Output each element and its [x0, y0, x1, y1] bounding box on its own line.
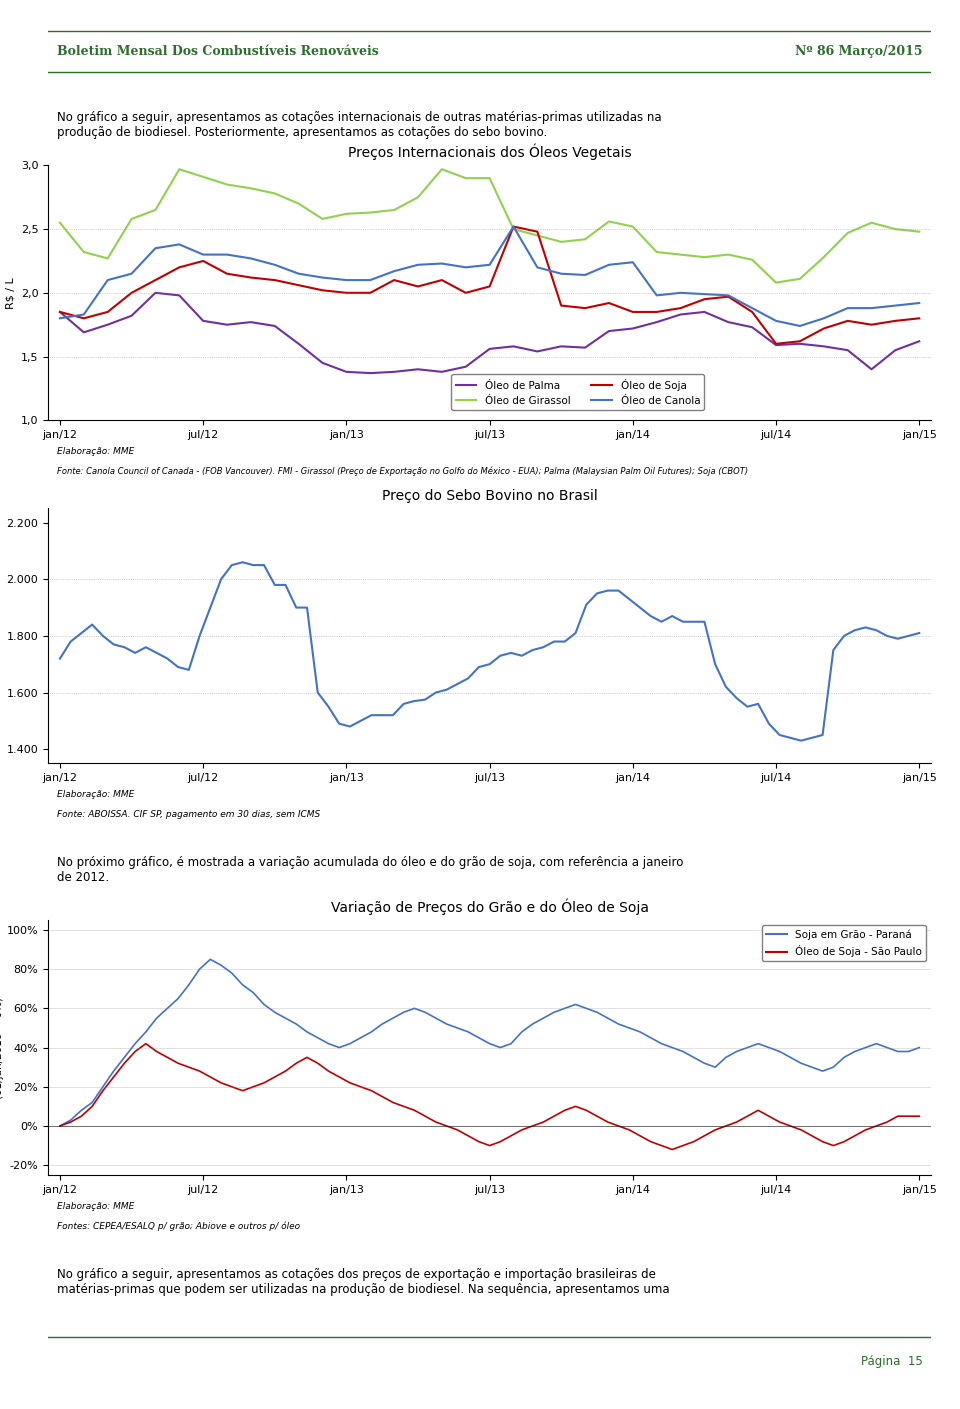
Text: Nº 86 Março/2015: Nº 86 Março/2015 — [795, 45, 923, 58]
Legend: Soja em Grão - Paraná, Óleo de Soja - São Paulo: Soja em Grão - Paraná, Óleo de Soja - Sã… — [761, 926, 926, 961]
Text: Página  15: Página 15 — [860, 1354, 923, 1368]
Text: Fontes: CEPEA/ESALQ p/ grão; Abiove e outros p/ óleo: Fontes: CEPEA/ESALQ p/ grão; Abiove e ou… — [57, 1222, 300, 1231]
Text: Fonte: ABOISSA. CIF SP, pagamento em 30 dias, sem ICMS: Fonte: ABOISSA. CIF SP, pagamento em 30 … — [57, 810, 320, 819]
Legend: Óleo de Palma, Óleo de Girassol, Óleo de Soja, Óleo de Canola: Óleo de Palma, Óleo de Girassol, Óleo de… — [451, 375, 705, 410]
Text: Elaboração: MME: Elaboração: MME — [57, 790, 134, 799]
Text: Fonte: Canola Council of Canada - (FOB Vancouver). FMI - Girassol (Preço de Expo: Fonte: Canola Council of Canada - (FOB V… — [57, 466, 748, 476]
Text: No gráfico a seguir, apresentamos as cotações dos preços de exportação e importa: No gráfico a seguir, apresentamos as cot… — [57, 1268, 669, 1296]
Text: Elaboração: MME: Elaboração: MME — [57, 1202, 134, 1210]
Text: Boletim Mensal Dos Combustíveis Renováveis: Boletim Mensal Dos Combustíveis Renováve… — [57, 45, 378, 58]
Title: Preço do Sebo Bovino no Brasil: Preço do Sebo Bovino no Brasil — [382, 489, 597, 503]
Y-axis label: Variação Acumulada
(01/jan/2010 = 0%): Variação Acumulada (01/jan/2010 = 0%) — [0, 995, 4, 1100]
Text: No próximo gráfico, é mostrada a variação acumulada do óleo e do grão de soja, c: No próximo gráfico, é mostrada a variaçã… — [57, 857, 684, 885]
Title: Variação de Preços do Grão e do Óleo de Soja: Variação de Preços do Grão e do Óleo de … — [330, 899, 649, 914]
FancyBboxPatch shape — [48, 28, 931, 72]
Text: No gráfico a seguir, apresentamos as cotações internacionais de outras matérias-: No gráfico a seguir, apresentamos as cot… — [57, 111, 661, 139]
Title: Preços Internacionais dos Óleos Vegetais: Preços Internacionais dos Óleos Vegetais — [348, 144, 632, 161]
Y-axis label: R$ / L: R$ / L — [5, 278, 15, 309]
Text: Elaboração: MME: Elaboração: MME — [57, 447, 134, 457]
